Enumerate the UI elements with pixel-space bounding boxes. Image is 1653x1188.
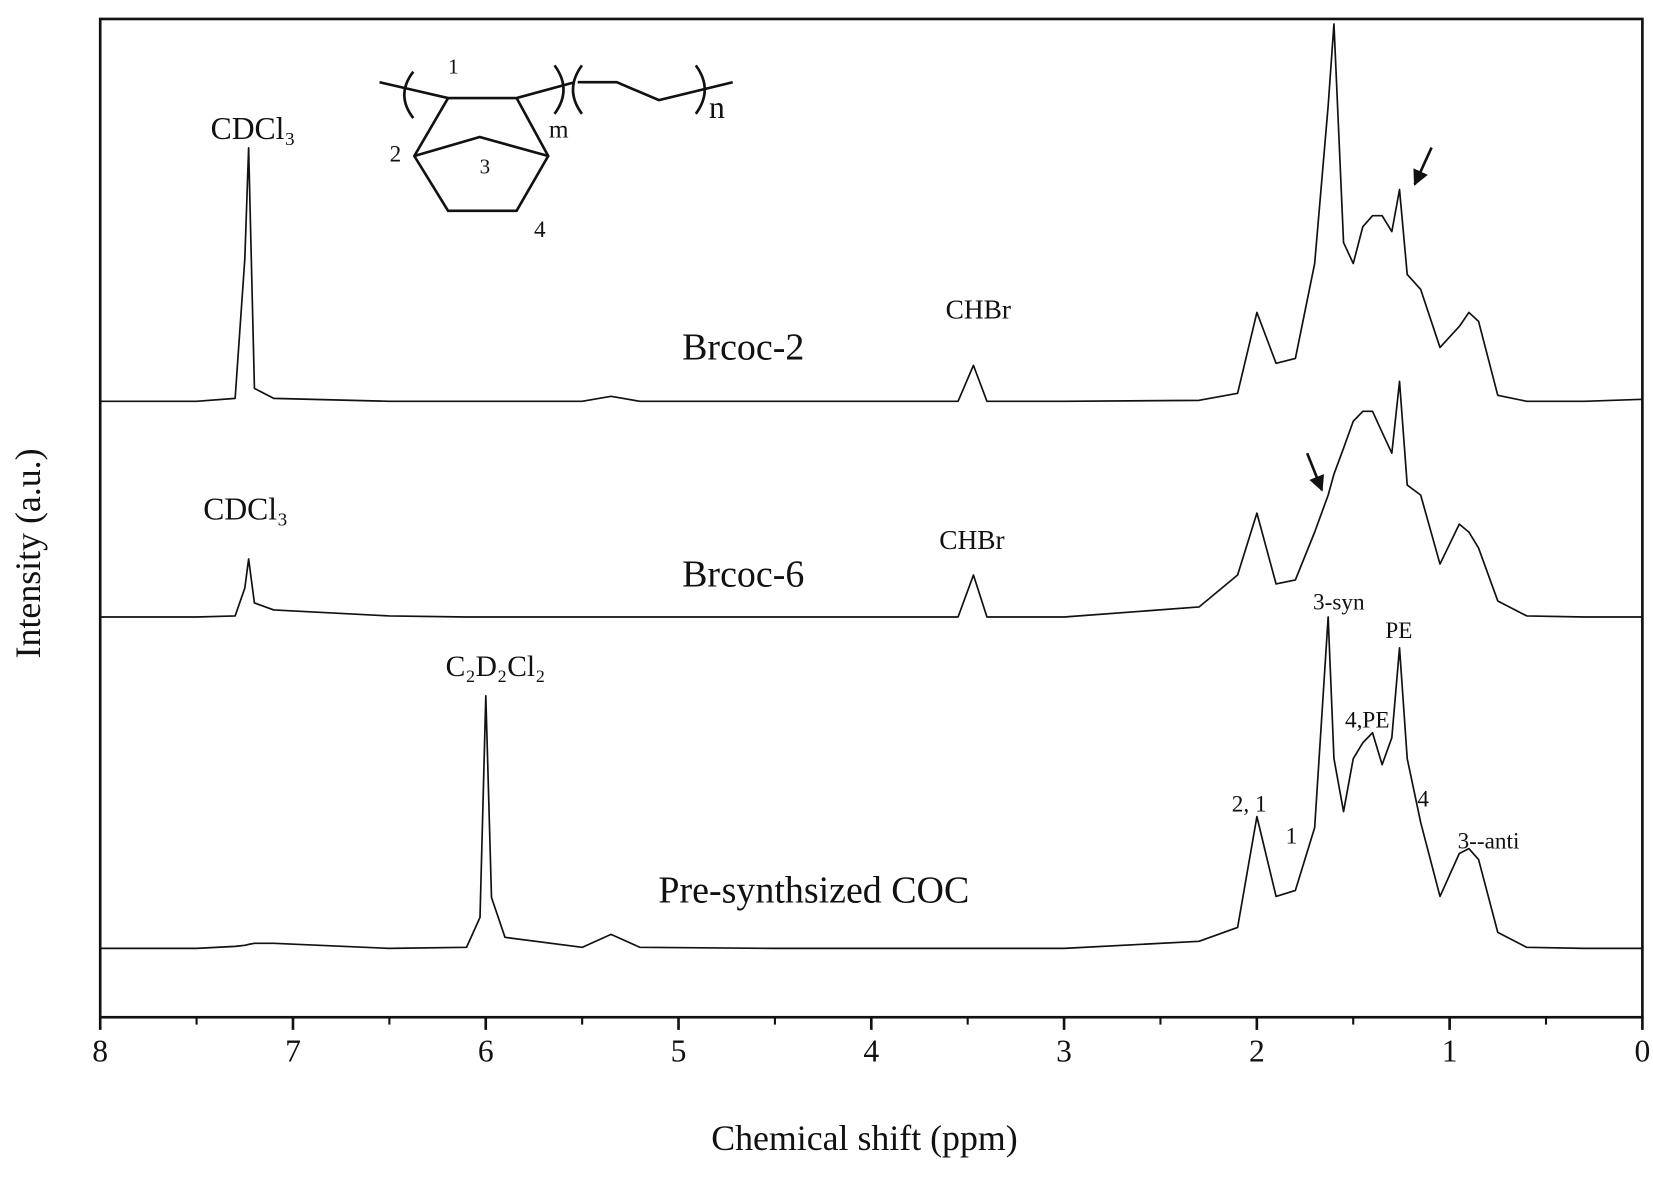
x-tick-label: 8	[92, 1033, 108, 1068]
annotation: CDCl₃	[203, 492, 288, 527]
x-tick-label: 1	[1442, 1033, 1458, 1068]
spectrum-line	[100, 616, 1643, 950]
annotation: PE	[1385, 618, 1412, 644]
backbone	[379, 80, 575, 100]
x-tick-label: 0	[1634, 1033, 1650, 1068]
annotation: CHBr	[939, 525, 1004, 555]
structure-label: m	[549, 116, 569, 144]
bracket	[694, 64, 707, 115]
structure-label: 4	[534, 217, 546, 243]
y-axis-label: Intensity (a.u.)	[8, 448, 48, 658]
annotation: CHBr	[946, 294, 1011, 324]
plot-frame	[98, 17, 1644, 1019]
structure	[379, 64, 1433, 492]
bracket	[553, 64, 565, 115]
annotation: CDCl₃	[211, 111, 296, 146]
ring	[412, 97, 550, 213]
bracket	[571, 64, 584, 115]
annotation: 1	[1286, 823, 1298, 849]
x-axis-label: Chemical shift (ppm)	[711, 1118, 1017, 1158]
structure-label: n	[709, 90, 725, 125]
structure-label: 3	[480, 155, 491, 179]
annotation: 3--anti	[1458, 829, 1520, 855]
x-tick-label: 7	[285, 1033, 301, 1068]
series-label: Brcoc-2	[682, 327, 804, 369]
spectrum-line	[100, 380, 1643, 618]
x-tick-label: 4	[863, 1033, 879, 1068]
x-tick-label: 6	[478, 1033, 494, 1068]
bracket	[403, 70, 415, 119]
annotation: 4	[1417, 786, 1429, 812]
spectrum-line	[100, 23, 1643, 403]
structure-label: 1	[448, 54, 459, 78]
annotation: 2, 1	[1232, 792, 1267, 818]
bridge	[413, 135, 549, 158]
x-tick-label: 3	[1056, 1033, 1072, 1068]
annotation: 3-syn	[1313, 589, 1365, 615]
x-tick-label: 2	[1249, 1033, 1265, 1068]
series-label: Brcoc-6	[682, 553, 804, 595]
structure-label: 2	[390, 141, 402, 167]
annotation: 4,PE	[1345, 707, 1389, 733]
annotation: C₂D₂Cl₂	[446, 651, 546, 683]
arrow	[1305, 452, 1324, 492]
x-tick-label: 5	[671, 1033, 687, 1068]
ethylene	[577, 80, 733, 102]
arrow	[1413, 147, 1433, 186]
series-label: Pre-synthsized COC	[658, 870, 969, 912]
